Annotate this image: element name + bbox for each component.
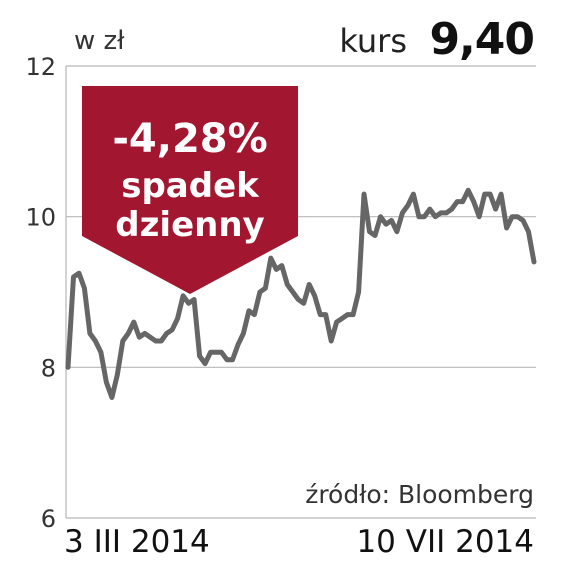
kurs-value: 9,40: [429, 14, 535, 65]
y-tick-label: 12: [25, 53, 56, 81]
x-tick-label-end: 10 VII 2014: [356, 524, 534, 560]
y-tick-label: 6: [41, 505, 56, 533]
source-note: źródło: Bloomberg: [305, 480, 534, 509]
change-badge-arrow: [82, 86, 298, 294]
x-tick-label-start: 3 III 2014: [64, 524, 210, 560]
unit-label: w zł: [74, 26, 125, 56]
badge-line-2: dzienny: [115, 205, 265, 245]
badge-line-1: spadek: [121, 166, 259, 206]
y-tick-label: 8: [41, 354, 56, 382]
kurs-label: kurs: [339, 22, 407, 60]
badge-change-value: -4,28%: [112, 116, 268, 162]
series-line: [65, 187, 537, 400]
y-tick-label: 10: [25, 204, 56, 232]
y-tick-labels: 12 10 8 6: [25, 53, 56, 533]
